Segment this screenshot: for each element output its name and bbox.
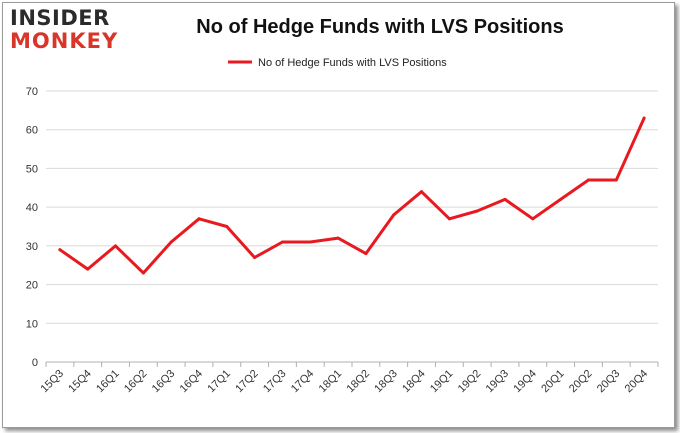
data-point [447, 217, 451, 221]
data-point [336, 236, 340, 240]
x-tick-label: 17Q4 [289, 368, 317, 396]
x-tick-label: 19Q1 [428, 368, 456, 396]
chart-frame [2, 2, 675, 428]
data-point [559, 197, 563, 201]
y-tick-label: 50 [26, 163, 38, 175]
x-tick-label: 18Q2 [345, 368, 373, 396]
x-tick-label: 20Q4 [623, 368, 651, 396]
logo-line-1: INSIDER [10, 6, 110, 30]
data-point [225, 225, 229, 228]
data-point [169, 240, 173, 244]
x-tick-label: 19Q3 [484, 368, 512, 396]
y-tick-label: 30 [26, 241, 38, 253]
y-tick-label: 70 [26, 86, 38, 98]
data-point [531, 217, 535, 221]
data-point [114, 244, 118, 248]
data-point [253, 255, 257, 259]
data-point [280, 240, 284, 244]
y-tick-label: 0 [32, 357, 38, 369]
data-point [642, 116, 646, 120]
data-point [86, 267, 90, 271]
data-point [503, 197, 507, 201]
data-point [475, 209, 479, 213]
data-point [614, 178, 618, 182]
series-line [58, 116, 646, 275]
data-point [420, 190, 424, 194]
legend-label: No of Hedge Funds with LVS Positions [258, 57, 447, 69]
data-point [586, 178, 590, 182]
data-point [392, 213, 396, 217]
x-tick-label: 20Q3 [595, 368, 623, 396]
x-tick-label: 19Q4 [511, 368, 539, 396]
x-tick-label: 18Q1 [317, 368, 345, 396]
data-point [364, 252, 368, 256]
x-tick-label: 16Q2 [122, 368, 150, 396]
y-tick-label: 40 [26, 202, 38, 214]
x-tick-label: 17Q3 [261, 368, 289, 396]
legend: No of Hedge Funds with LVS Positions [228, 57, 447, 69]
x-tick-label: 16Q1 [94, 368, 122, 396]
x-tick-label: 19Q2 [456, 368, 484, 396]
x-tick-label: 16Q4 [178, 368, 206, 396]
chart-title: No of Hedge Funds with LVS Positions [196, 16, 564, 38]
data-point [197, 217, 201, 221]
data-point [308, 240, 312, 244]
y-tick-label: 20 [26, 280, 38, 292]
y-tick-label: 10 [26, 318, 38, 330]
x-tick-label: 18Q3 [372, 368, 400, 396]
insider-monkey-logo: INSIDER MONKEY [10, 8, 118, 52]
logo-line-2: MONKEY [10, 29, 119, 53]
x-tick-label: 15Q3 [39, 368, 67, 396]
x-tick-label: 20Q2 [567, 368, 595, 396]
x-tick-label: 16Q3 [150, 368, 178, 396]
x-tick-label: 17Q2 [233, 368, 261, 396]
data-point [58, 248, 62, 252]
y-tick-label: 60 [26, 125, 38, 137]
data-point [141, 271, 145, 275]
x-tick-label: 17Q1 [205, 368, 233, 396]
x-tick-label: 18Q4 [400, 368, 428, 396]
x-tick-label: 15Q4 [66, 368, 94, 396]
x-tick-label: 20Q1 [539, 368, 567, 396]
